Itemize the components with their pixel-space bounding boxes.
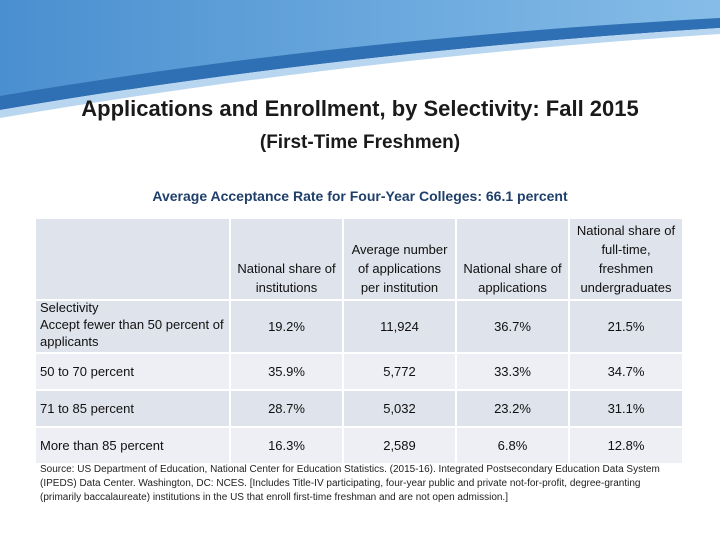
table-cell: 11,924 bbox=[344, 301, 457, 354]
row-label: Selectivity Accept fewer than 50 percent… bbox=[36, 300, 231, 354]
row-label: 50 to 70 percent bbox=[36, 354, 231, 391]
column-header: Average number of applications per insti… bbox=[344, 219, 457, 301]
acceptance-rate-caption: Average Acceptance Rate for Four-Year Co… bbox=[152, 188, 568, 204]
table-cell: 21.5% bbox=[570, 301, 684, 354]
table-cell: 34.7% bbox=[570, 354, 684, 391]
header-banner bbox=[0, 0, 720, 118]
table-cell: 2,589 bbox=[344, 428, 457, 465]
header-corner-cell bbox=[36, 219, 231, 301]
selectivity-label: Selectivity bbox=[40, 300, 99, 315]
table-row: More than 85 percent 16.3% 2,589 6.8% 12… bbox=[36, 428, 684, 465]
source-note: Source: US Department of Education, Nati… bbox=[40, 464, 660, 503]
table-cell: 33.3% bbox=[457, 354, 570, 391]
column-header: National share of full-time, freshmen un… bbox=[570, 219, 684, 301]
row-label-text: Accept fewer than 50 percent of applican… bbox=[40, 317, 224, 349]
table-cell: 12.8% bbox=[570, 428, 684, 465]
table-cell: 36.7% bbox=[457, 301, 570, 354]
selectivity-table: National share of institutions Average n… bbox=[36, 219, 684, 465]
table-header-row: National share of institutions Average n… bbox=[36, 219, 684, 301]
table-cell: 5,032 bbox=[344, 391, 457, 428]
page-title: Applications and Enrollment, by Selectiv… bbox=[81, 96, 639, 121]
table-row: Selectivity Accept fewer than 50 percent… bbox=[36, 300, 684, 354]
row-label: 71 to 85 percent bbox=[36, 391, 231, 428]
table-cell: 28.7% bbox=[231, 391, 344, 428]
table-cell: 16.3% bbox=[231, 428, 344, 465]
table-cell: 31.1% bbox=[570, 391, 684, 428]
page-subtitle: (First-Time Freshmen) bbox=[259, 132, 461, 153]
table-cell: 35.9% bbox=[231, 354, 344, 391]
table-row: 50 to 70 percent 35.9% 5,772 33.3% 34.7% bbox=[36, 354, 684, 391]
table-row: 71 to 85 percent 28.7% 5,032 23.2% 31.1% bbox=[36, 391, 684, 428]
table-cell: 6.8% bbox=[457, 428, 570, 465]
row-label: More than 85 percent bbox=[36, 428, 231, 465]
column-header: National share of institutions bbox=[231, 219, 344, 301]
table-cell: 23.2% bbox=[457, 391, 570, 428]
table-cell: 19.2% bbox=[231, 301, 344, 354]
table-cell: 5,772 bbox=[344, 354, 457, 391]
column-header: National share of applications bbox=[457, 219, 570, 301]
